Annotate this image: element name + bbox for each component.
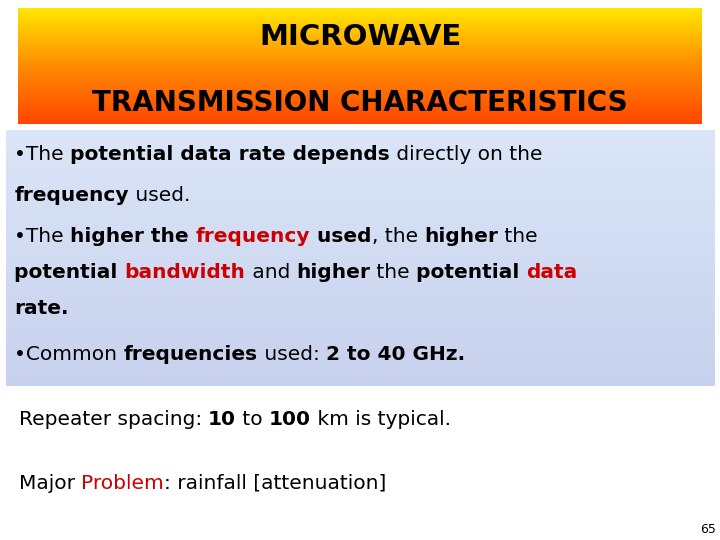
Text: , the: , the <box>372 227 424 246</box>
Text: km is typical.: km is typical. <box>311 410 451 429</box>
Text: higher: higher <box>296 264 370 282</box>
Text: Repeater spacing:: Repeater spacing: <box>19 410 208 429</box>
Text: 65: 65 <box>701 523 716 536</box>
Text: used.: used. <box>129 186 190 205</box>
Text: TRANSMISSION CHARACTERISTICS: TRANSMISSION CHARACTERISTICS <box>92 89 628 117</box>
Text: the: the <box>370 264 416 282</box>
Text: •The: •The <box>14 227 71 246</box>
Text: : rainfall [attenuation]: : rainfall [attenuation] <box>163 474 386 492</box>
Text: the: the <box>498 227 538 246</box>
Text: data: data <box>526 264 577 282</box>
Text: frequency: frequency <box>14 186 129 205</box>
Text: used: used <box>310 227 372 246</box>
Text: potential: potential <box>14 264 125 282</box>
Text: Problem: Problem <box>81 474 163 492</box>
Text: used:: used: <box>258 346 326 365</box>
Text: directly on the: directly on the <box>390 145 542 164</box>
Text: frequency: frequency <box>196 227 310 246</box>
Text: Major: Major <box>19 474 81 492</box>
Text: to: to <box>236 410 269 429</box>
Text: rate.: rate. <box>14 299 69 318</box>
Text: higher: higher <box>424 227 498 246</box>
Text: •The: •The <box>14 145 71 164</box>
Text: frequencies: frequencies <box>124 346 258 365</box>
Text: higher the: higher the <box>71 227 196 246</box>
Text: and: and <box>246 264 296 282</box>
Text: 2 to 40 GHz.: 2 to 40 GHz. <box>326 346 465 365</box>
Text: 100: 100 <box>269 410 311 429</box>
Text: •Common: •Common <box>14 346 124 365</box>
Text: 10: 10 <box>208 410 236 429</box>
Text: potential data rate depends: potential data rate depends <box>71 145 390 164</box>
Text: MICROWAVE: MICROWAVE <box>259 23 461 51</box>
Text: potential: potential <box>416 264 526 282</box>
Text: bandwidth: bandwidth <box>125 264 246 282</box>
